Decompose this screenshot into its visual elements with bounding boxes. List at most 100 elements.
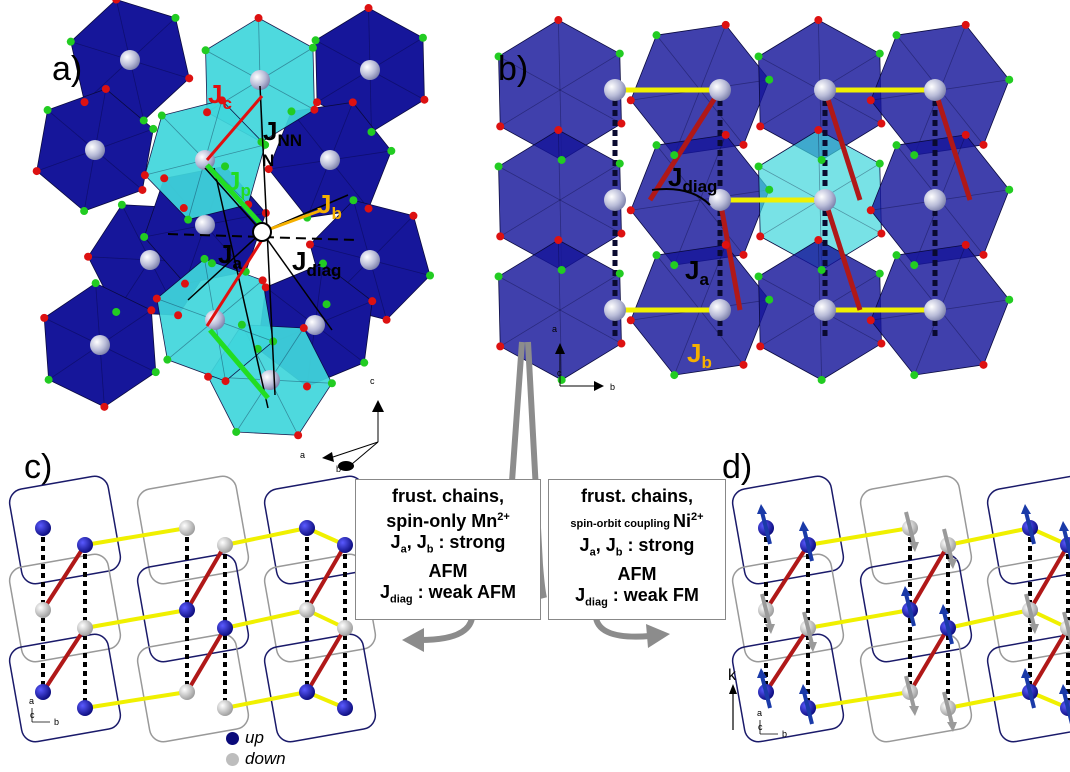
panel-a-oxygen [40,313,49,322]
panel-a-oxygen [149,124,158,133]
panel-b-oxygen [1005,75,1014,84]
c-jdiag-bond [305,543,347,612]
panel-a-oxygen [139,116,148,125]
d-jb-bond [807,608,911,630]
d-spin-arrow [942,611,954,645]
panel-b-oxygen [617,119,626,128]
panel-b-atom [924,79,946,101]
panel-b-oxygen [877,229,886,238]
panel-b-axis-b: b [610,382,615,392]
box-right-line-1: frust. chains, [580,486,694,506]
d-jb-bond [947,526,1031,547]
panel-b-oxygen [626,96,635,105]
d-spin-arrowhead [1067,642,1070,647]
d-spin-arrowhead [1029,624,1039,634]
panel-a-jdiag-line-3 [187,231,263,301]
panel-b-oxygen [652,31,661,40]
panel-b-oxygen [1005,295,1014,304]
panel-a-oxygen [84,252,93,261]
panel-a-oxygen [287,107,296,116]
panel-a-jp-line-upper [205,163,270,234]
panel-b-oxygen [892,31,901,40]
box-right-line-5: Jdiag : weak FM [575,584,699,609]
panel-a-atom [205,310,225,330]
panel-b-atom [709,299,731,321]
c-jb-bond [224,608,308,630]
panel-a-atom [360,250,380,270]
panel-a-ja-label: Ja [218,239,242,273]
panel-b-octahedron-facet [557,240,563,380]
c-spin-site [217,537,233,553]
panel-a-oxygen [269,337,278,346]
panel-a-jb-label: Jb [317,189,342,223]
box-left-line-2: spin-only Mn2+ [386,511,510,531]
panel-a-oxygen [349,196,358,205]
c-spin-site [179,684,195,700]
panel-b-oxygen [875,269,884,278]
panel-a-oxygen [151,368,160,377]
d-cluster-box [859,475,973,585]
c-spin-site [337,537,353,553]
c-spin-site [77,620,93,636]
panel-b-oxygen [756,122,765,131]
c-spin-site [179,602,195,618]
panel-a-oxygen [171,13,180,22]
panel-a-oxygen [418,33,427,42]
panel-b-jb-label: Jb [687,338,712,372]
panel-a-atom [320,150,340,170]
panel-b-oxygen-atoms [494,16,1014,384]
c-jdiag-bond [185,626,227,694]
panel-b-oxygen [739,250,748,259]
panel-a-oxygen [217,96,226,105]
panel-b-oxygen [1005,185,1014,194]
panel-a-oxygen [322,300,331,309]
panel-a-axis-a: a [300,450,305,460]
panel-b-atom [924,299,946,321]
panel-b-oxygen [652,251,661,260]
d-spin-arrowhead [757,504,767,514]
panel-b-oxygen [910,261,919,270]
panel-b-structure: b) Jdiag Ja Jb a c b [494,16,1014,392]
panel-b-oxygen [494,272,503,281]
panel-b-oxygen [866,96,875,105]
panel-b-oxygen [756,232,765,241]
c-jdiag-bond [41,543,87,612]
c-jdiag-bond [185,543,227,612]
spin-only-mn-box: frust. chains, spin-only Mn2+ Ja, Jb : s… [355,479,541,620]
panel-b-oxygen [615,49,624,58]
d-spin-arrow [904,593,916,627]
d-spin-arrow [942,691,954,725]
c-spin-site [217,620,233,636]
d-spin-arrow [1024,511,1036,545]
box-right-line-4: AFM [617,563,657,584]
d-spin-arrow [942,528,954,562]
c-cluster-box [136,633,250,743]
panel-a-oxygen [364,4,373,13]
panel-c-axis-b: b [54,717,59,727]
panel-b-axis-a: a [552,324,557,334]
panel-a-oxygen [327,379,336,388]
d-spin-arrowhead [939,604,949,614]
panel-a-oxygen [204,372,213,381]
panel-b-oxygen [877,339,886,348]
panel-b-atom [709,79,731,101]
panel-a-axis-b: b [336,464,341,474]
panel-a-oxygen [232,427,241,436]
panel-d-magnetic-structure: d) k a c b [722,448,1070,743]
panel-b-oxygen [866,206,875,215]
d-cluster-box [731,633,845,743]
panel-a-oxygen [152,294,161,303]
d-spin-arrowhead [947,559,957,569]
panel-a-structure: a) Jc JNN N Jp Jb Ja Jdiag c a b [32,0,435,474]
d-cluster-box [731,553,845,663]
d-spin-arrowhead [1059,521,1069,531]
d-jdiag-bond [764,543,810,612]
d-jb-bond [947,608,1031,630]
panel-a-oxygen [147,306,156,315]
panel-a-jp-line-lower [208,328,270,400]
d-jdiag-bond [764,626,810,694]
box-left-line-4: AFM [428,560,468,581]
panel-d-axis-b: b [782,729,787,739]
panel-b-oxygen [721,240,730,249]
d-jdiag-bond [1028,543,1070,612]
